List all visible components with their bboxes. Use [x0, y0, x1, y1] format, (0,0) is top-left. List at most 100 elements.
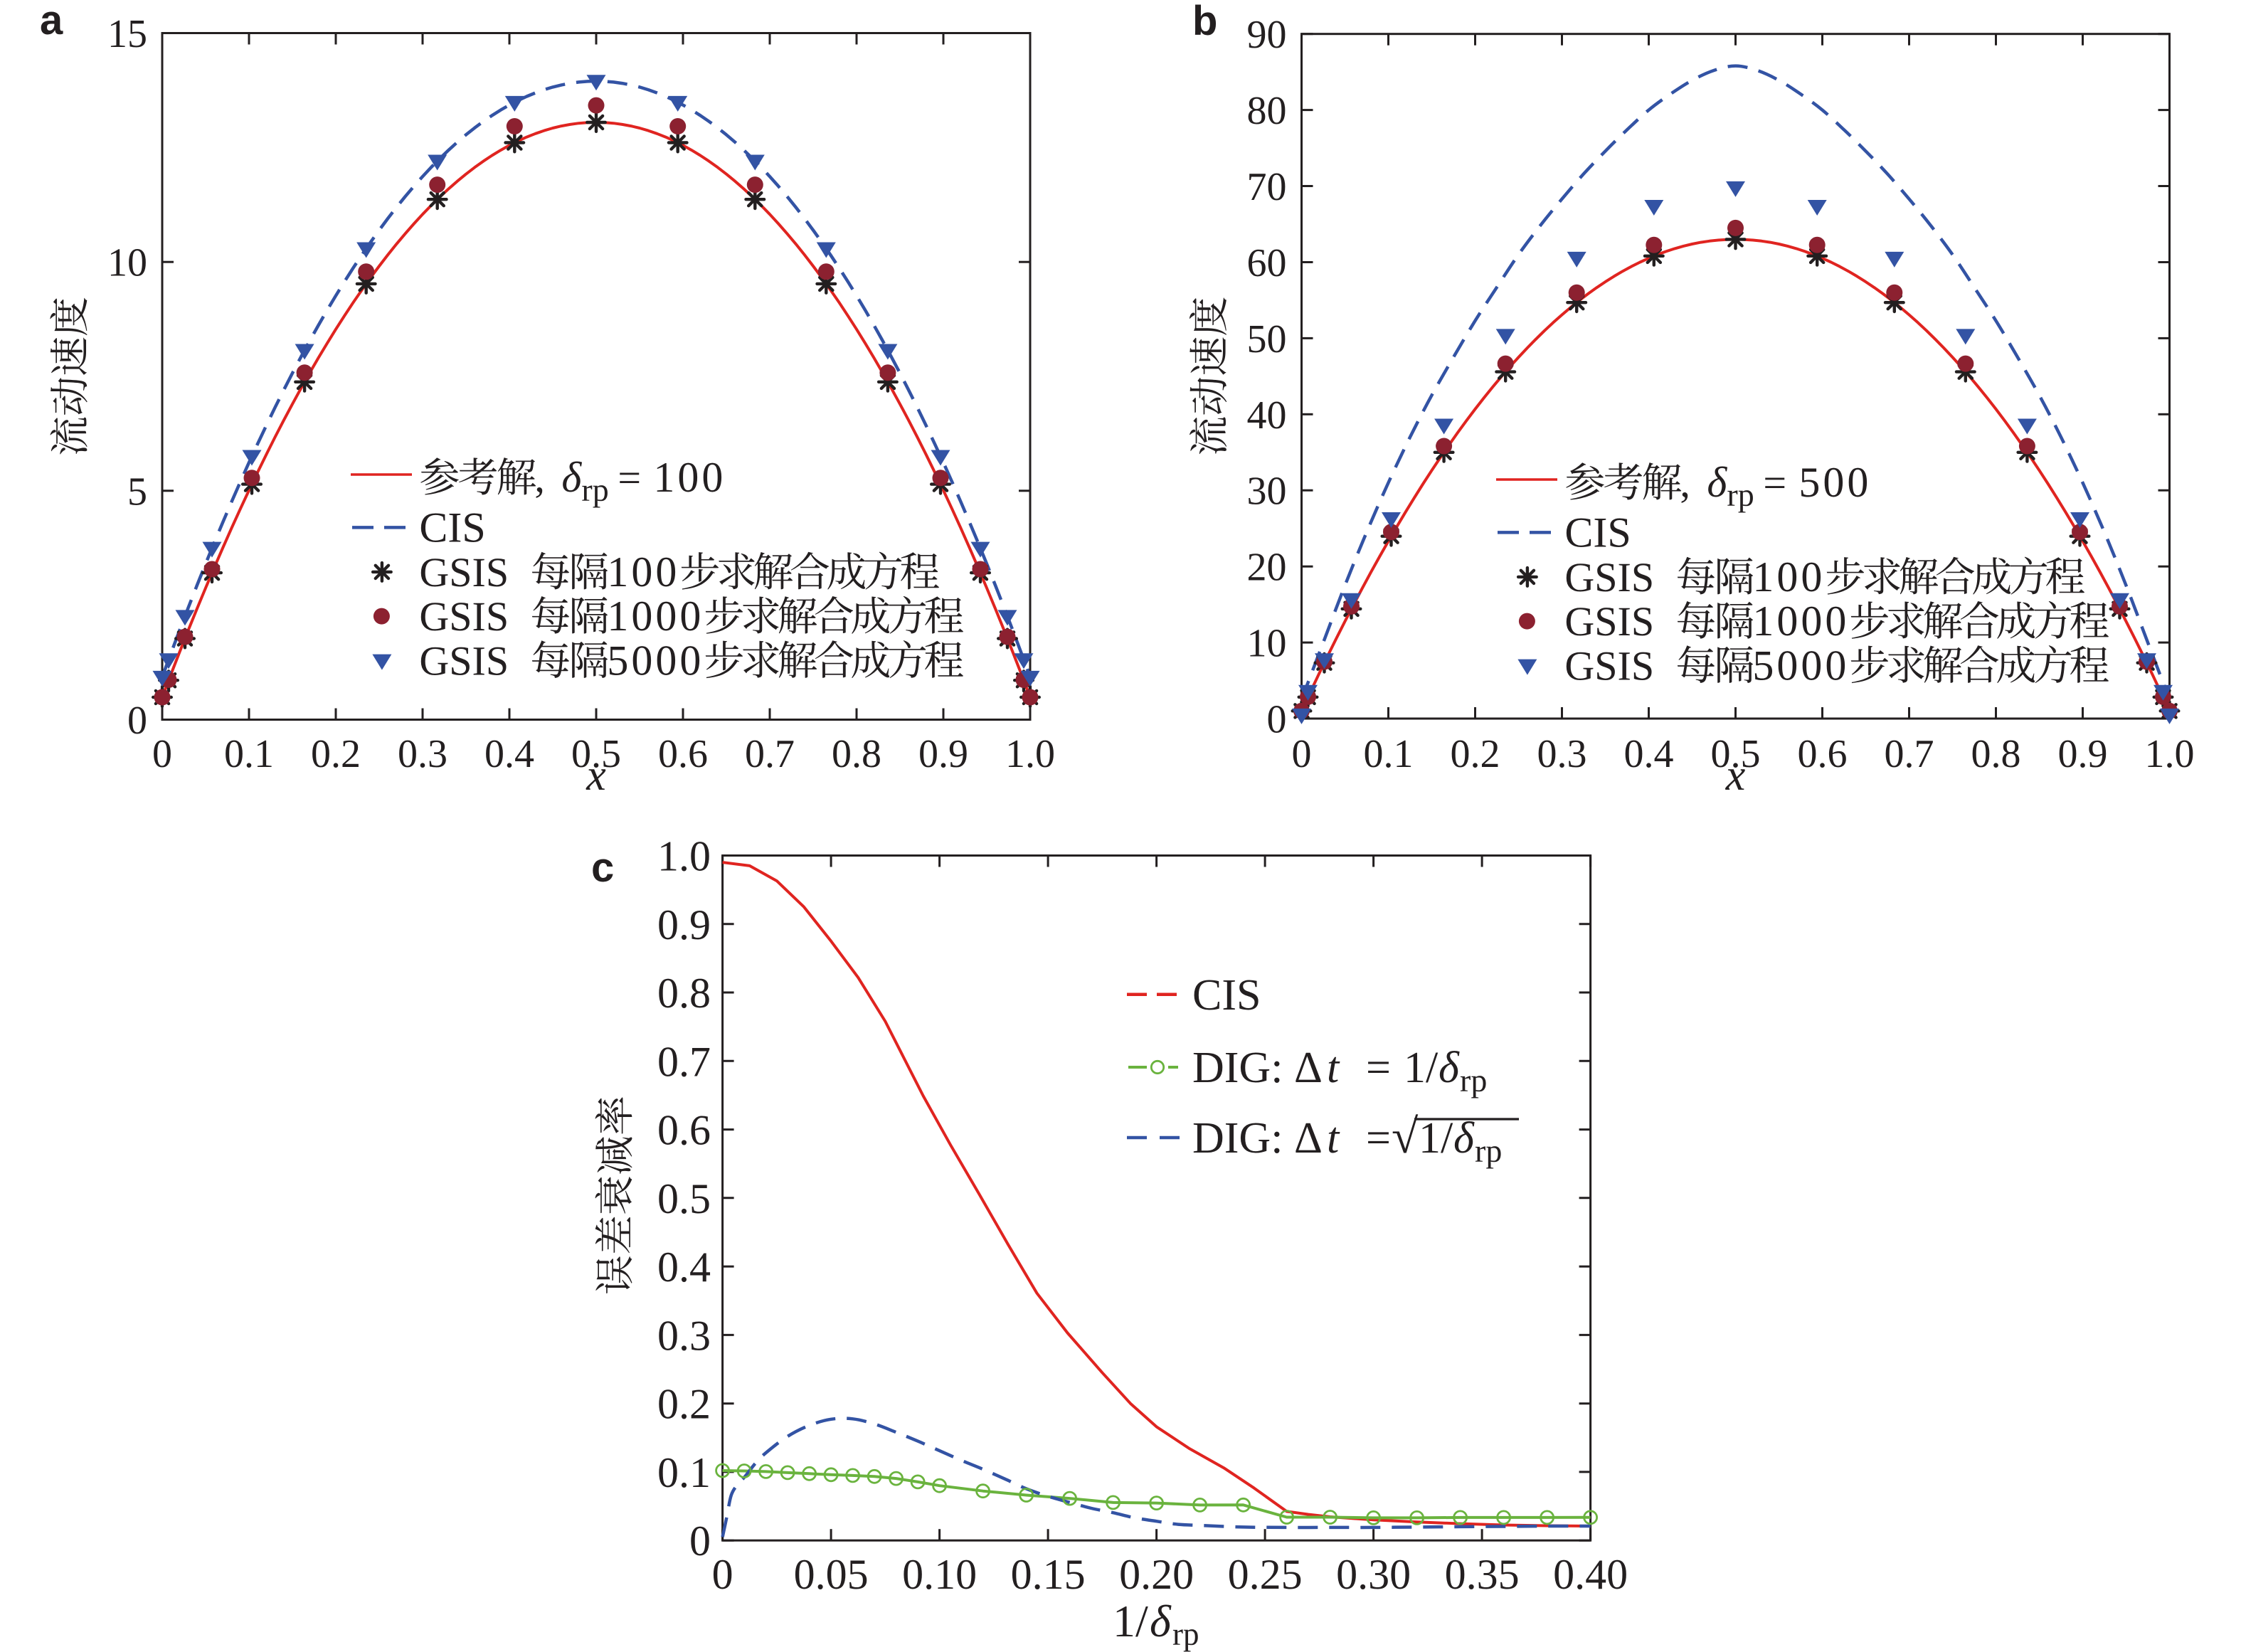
svg-text:0.7: 0.7 [657, 1038, 711, 1085]
svg-text:0.10: 0.10 [902, 1551, 977, 1598]
svg-text:δ: δ [1453, 1114, 1475, 1163]
svg-text:c: c [591, 844, 614, 891]
svg-text:rp: rp [1727, 477, 1754, 513]
svg-text:0.2: 0.2 [311, 732, 361, 776]
svg-text:10: 10 [1247, 622, 1287, 666]
svg-text:0.6: 0.6 [1798, 732, 1848, 776]
svg-text:0: 0 [1267, 698, 1287, 742]
svg-text:a: a [40, 0, 63, 43]
svg-text:70: 70 [1247, 165, 1287, 209]
svg-text:0.5: 0.5 [657, 1175, 711, 1222]
svg-text:5000: 5000 [1752, 642, 1849, 689]
svg-text:0.6: 0.6 [657, 1107, 711, 1154]
svg-text:40: 40 [1247, 393, 1287, 438]
svg-text:0.1: 0.1 [224, 732, 274, 776]
svg-text:0: 0 [689, 1518, 711, 1564]
svg-text:,: , [1680, 460, 1690, 506]
svg-text:0.8: 0.8 [657, 970, 711, 1017]
svg-text:rp: rp [581, 472, 608, 508]
svg-text:rp: rp [1172, 1616, 1199, 1652]
svg-text:0.7: 0.7 [745, 732, 795, 776]
svg-text:rp: rp [1460, 1062, 1487, 1098]
svg-text:DIG:: DIG: [1192, 1044, 1283, 1092]
svg-text:√: √ [1392, 1109, 1419, 1163]
svg-text:0.2: 0.2 [1451, 732, 1500, 776]
svg-text:x: x [586, 751, 606, 800]
svg-text:δ: δ [561, 454, 582, 501]
svg-text:Δ: Δ [1294, 1044, 1323, 1092]
svg-text:0.35: 0.35 [1445, 1551, 1520, 1598]
svg-text:t: t [1327, 1114, 1340, 1163]
svg-text:60: 60 [1247, 241, 1287, 285]
svg-text:0.2: 0.2 [657, 1381, 711, 1428]
svg-text:80: 80 [1247, 89, 1287, 133]
svg-text:0: 0 [127, 699, 147, 743]
svg-text:0.30: 0.30 [1336, 1551, 1411, 1598]
svg-text:0.25: 0.25 [1228, 1551, 1303, 1598]
svg-text:0.5: 0.5 [1711, 732, 1761, 776]
svg-text:0: 0 [152, 732, 172, 776]
svg-text:CIS: CIS [419, 504, 485, 551]
svg-text:1.0: 1.0 [2145, 732, 2195, 776]
svg-text:15: 15 [107, 12, 147, 56]
svg-text:1/: 1/ [1404, 1044, 1439, 1092]
svg-text:20: 20 [1247, 546, 1287, 590]
svg-text:GSIS: GSIS [1564, 642, 1654, 689]
svg-text:GSIS: GSIS [1564, 554, 1654, 600]
svg-text:0.40: 0.40 [1553, 1551, 1628, 1598]
svg-text:1.0: 1.0 [657, 833, 711, 880]
svg-text:100: 100 [1752, 554, 1825, 600]
svg-text:DIG:: DIG: [1192, 1114, 1283, 1163]
svg-text:0.3: 0.3 [1537, 732, 1587, 776]
svg-text:Δ: Δ [1294, 1114, 1323, 1163]
svg-text:1/: 1/ [1419, 1114, 1453, 1163]
svg-text:=: = [1763, 460, 1786, 506]
svg-text:500: 500 [1798, 459, 1871, 506]
svg-text:10: 10 [107, 241, 147, 285]
svg-text:0.8: 0.8 [832, 732, 881, 776]
svg-text:5: 5 [127, 470, 147, 514]
svg-text:GSIS: GSIS [419, 593, 509, 640]
svg-text:0.7: 0.7 [1885, 732, 1934, 776]
svg-text:δ: δ [1150, 1596, 1172, 1646]
svg-text:1000: 1000 [607, 593, 704, 640]
svg-text:rp: rp [1475, 1133, 1502, 1169]
svg-text:0.05: 0.05 [794, 1551, 869, 1598]
svg-text:1/: 1/ [1113, 1596, 1148, 1646]
svg-text:δ: δ [1439, 1044, 1460, 1092]
svg-text:0.4: 0.4 [657, 1244, 711, 1291]
svg-text:5000: 5000 [607, 637, 704, 684]
svg-text:0.3: 0.3 [398, 732, 447, 776]
svg-text:t: t [1327, 1044, 1340, 1092]
svg-text:0.4: 0.4 [1624, 732, 1674, 776]
svg-text:0: 0 [712, 1551, 733, 1598]
svg-text:0.20: 0.20 [1119, 1551, 1194, 1598]
svg-text:GSIS: GSIS [419, 549, 509, 595]
svg-text:100: 100 [653, 454, 726, 501]
svg-text:=: = [618, 455, 641, 501]
svg-text:0.9: 0.9 [918, 732, 968, 776]
svg-text:0.1: 0.1 [1364, 732, 1414, 776]
svg-text:100: 100 [607, 549, 679, 595]
svg-text:x: x [1725, 751, 1746, 800]
svg-text:0.3: 0.3 [657, 1312, 711, 1359]
svg-text:,: , [534, 455, 545, 501]
svg-text:0.4: 0.4 [484, 732, 534, 776]
svg-text:0.1: 0.1 [657, 1449, 711, 1496]
svg-text:90: 90 [1247, 13, 1287, 57]
svg-text:CIS: CIS [1192, 971, 1261, 1020]
svg-text:b: b [1192, 0, 1217, 44]
svg-text:1.0: 1.0 [1005, 732, 1055, 776]
svg-text:=: = [1366, 1044, 1391, 1092]
svg-text:1000: 1000 [1752, 598, 1849, 645]
svg-text:=: = [1366, 1114, 1391, 1163]
svg-text:0.15: 0.15 [1011, 1551, 1086, 1598]
svg-text:CIS: CIS [1564, 509, 1631, 556]
svg-text:0: 0 [1292, 732, 1312, 776]
svg-text:GSIS: GSIS [1564, 598, 1654, 645]
svg-text:0.9: 0.9 [657, 901, 711, 948]
svg-text:0.5: 0.5 [571, 732, 621, 776]
svg-text:0.6: 0.6 [658, 732, 708, 776]
svg-text:0.9: 0.9 [2058, 732, 2108, 776]
svg-text:30: 30 [1247, 470, 1287, 514]
